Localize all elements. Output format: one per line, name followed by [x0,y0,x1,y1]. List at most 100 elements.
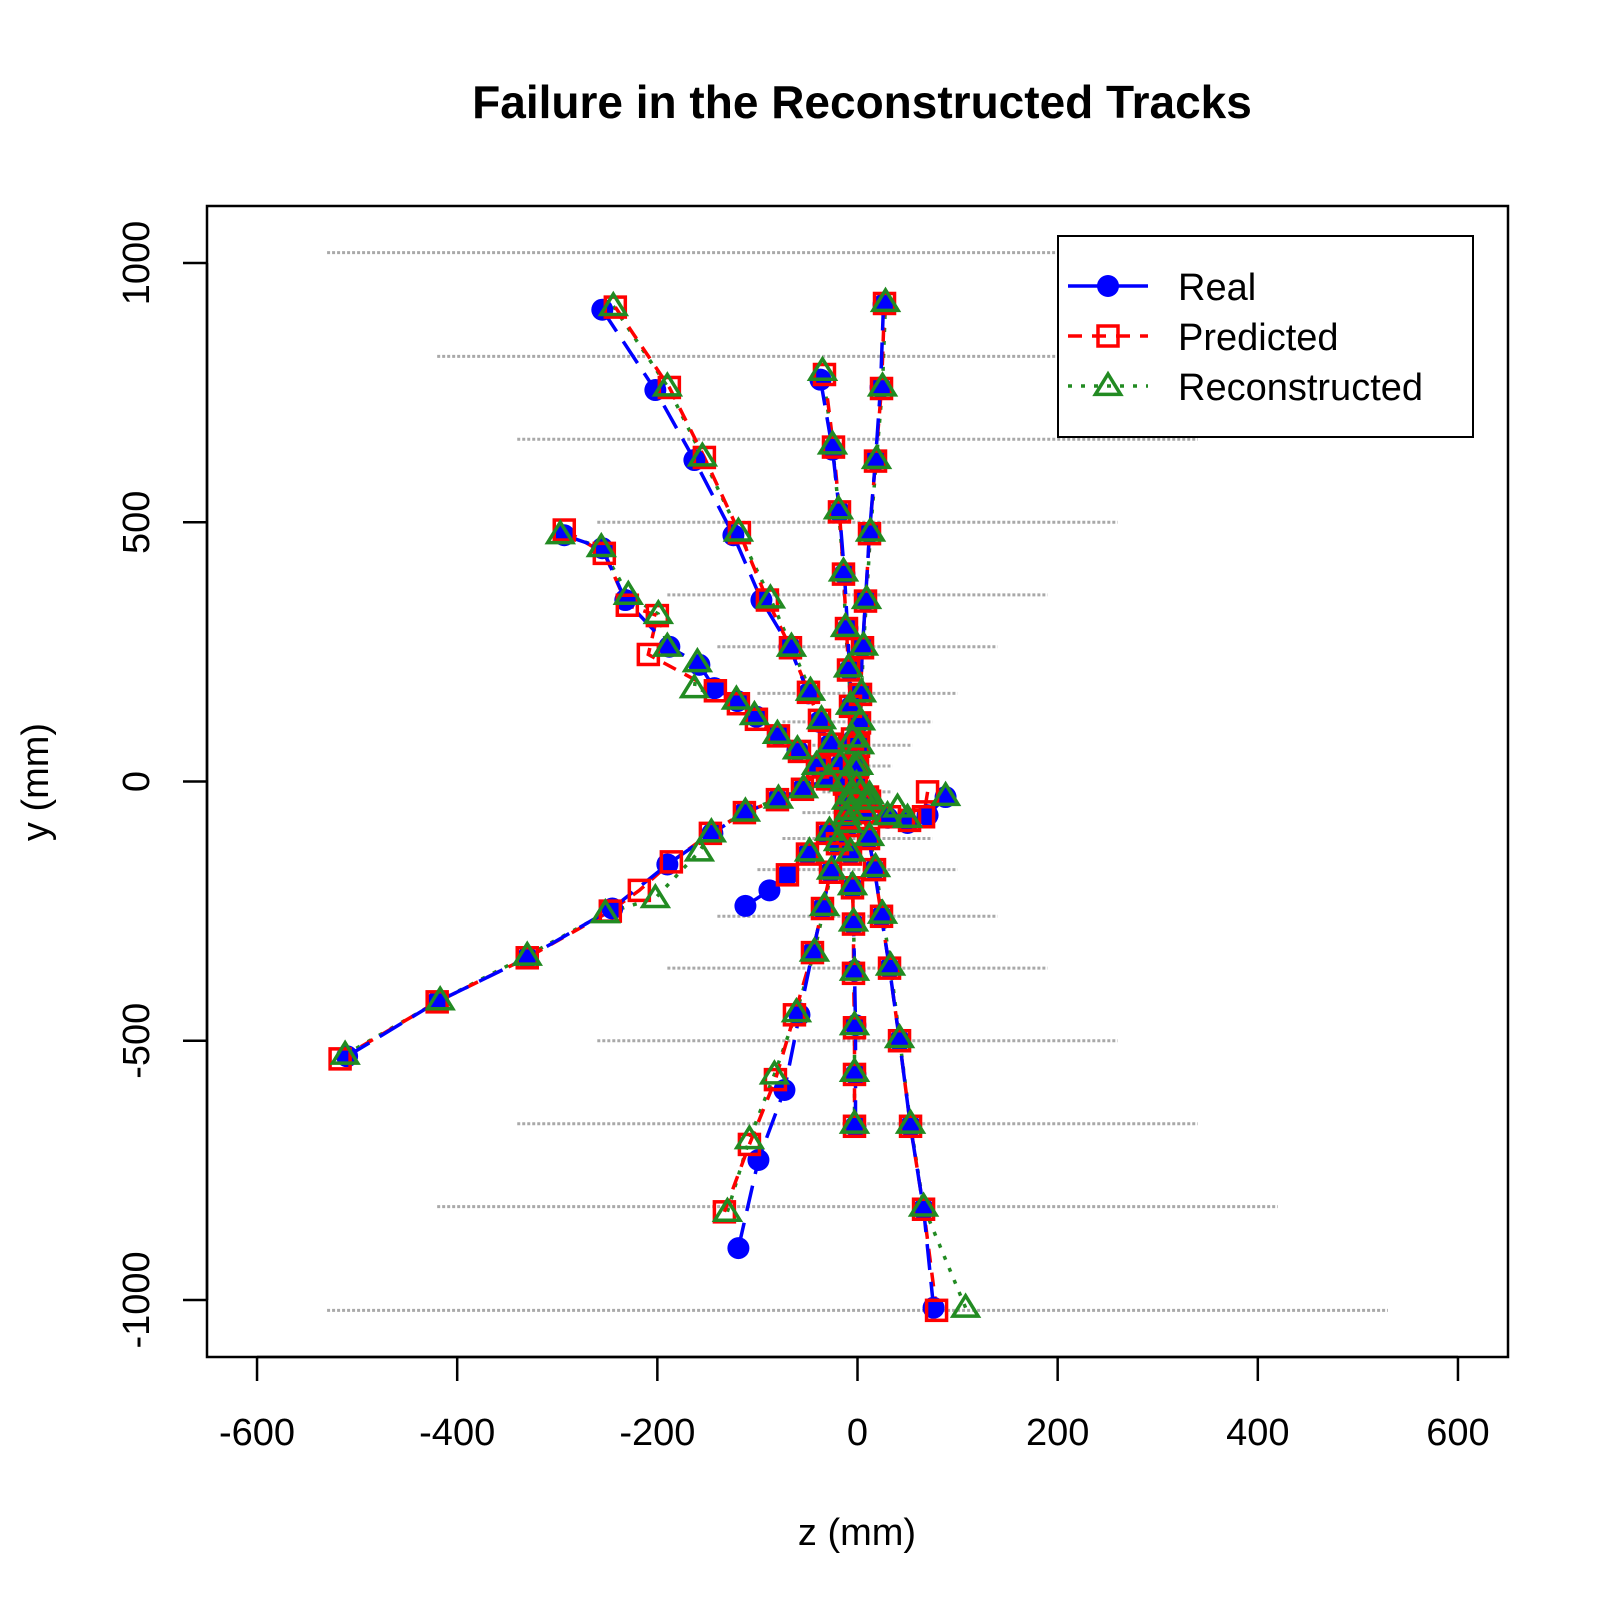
reconstructed-point [775,631,808,657]
predicted-point [924,1298,949,1323]
reconstructed-point [642,598,675,625]
legend-label: Real [1178,267,1256,309]
tracks [328,286,982,1323]
real-track-line [346,777,829,1058]
reconstructed-point [824,748,857,774]
reconstructed-point [853,784,886,810]
reconstructed-point [651,631,684,657]
reconstructed-point [834,689,867,715]
reconstructed-point [800,749,833,776]
reconstructed-point [838,955,871,981]
plot-area [328,286,982,1323]
reconstructed-point [860,443,893,470]
reconstructed-point [866,898,899,924]
reconstructed-point [1092,370,1124,397]
y-tick-label: -500 [116,1003,158,1079]
real-point [776,863,799,886]
reconstructed-point [681,646,714,673]
reconstructed-point [722,516,755,542]
reconstructed-point [761,718,794,744]
reconstructed-point [815,727,848,753]
real-track-line [818,379,860,787]
reconstructed-point [853,820,886,847]
reconstructed-point [686,441,719,467]
reconstructed-point [874,950,907,976]
x-tick-label: 400 [1226,1412,1289,1454]
y-tick-label: 0 [116,771,158,792]
reconstructed-point [729,796,762,822]
x-axis: -600 -400 -200 0 200 400 600 [219,1355,1490,1454]
predicted-track-line [857,794,939,1311]
x-tick-label: 600 [1426,1412,1489,1454]
reconstructed-point [597,290,630,317]
x-tick-label: -200 [619,1412,695,1454]
reconstructed-point [859,851,892,878]
reconstructed-point [845,676,878,703]
reconstructed-point [813,815,846,841]
reconstructed-point [929,780,962,807]
real-point [758,879,781,902]
reconstructed-point [585,531,618,558]
x-tick-label: 200 [1026,1412,1089,1454]
reconstructed-point [844,704,877,731]
predicted-point [615,593,640,617]
reconstructed-point [949,1292,982,1318]
reconstructed-point [808,890,841,917]
legend-label: Predicted [1178,317,1339,359]
reconstructed-point [798,936,831,962]
predicted-point [775,863,800,887]
reconstructed-point [869,286,902,313]
y-axis: -1000 -500 0 500 1000 [116,221,209,1349]
reconstructed-point [781,734,814,760]
reconstructed-point [758,1059,791,1085]
reconstructed-point [711,1196,744,1222]
y-tick-label: 1000 [116,221,158,306]
reconstructed-point [733,1123,766,1150]
reconstructed-point [854,516,887,542]
reconstructed-point [544,518,577,545]
predicted-point [1096,324,1120,348]
reconstructed-point [806,355,839,382]
reconstructed-point [842,749,875,776]
reconstructed-point [738,699,771,726]
legend: Real Predicted Reconstructed [1057,235,1474,438]
reconstructed-point [762,783,795,809]
reconstructed-point [787,772,820,799]
real-point [734,894,757,917]
reconstructed-point [830,784,863,810]
reconstructed-point [754,583,787,609]
real-point [703,677,726,700]
reconstructed-point [853,779,886,805]
reconstructed-point [881,792,914,818]
reconstructed-point [822,493,855,520]
reconstructed-point [871,799,904,826]
reconstructed-point [329,1039,361,1065]
predicted-point [915,780,940,804]
reconstructed-point [832,652,865,678]
reconstructed-point [834,836,867,862]
reconstructed-point [838,1009,871,1036]
x-tick-label: -600 [219,1412,295,1454]
reconstructed-point [639,882,672,909]
legend-label: Reconstructed [1178,367,1423,409]
reconstructed-point [805,703,838,730]
x-tick-label: 0 [847,1412,868,1454]
reconstructed-point [695,816,728,843]
reconstructed-point [829,611,862,638]
reconstructed-point [850,583,883,610]
reconstructed-point [812,762,845,789]
reconstructed-point [838,1056,871,1082]
reconstructed-point [612,579,645,606]
x-axis-label: z (mm) [798,1512,916,1554]
reconstructed-point [651,371,684,397]
predicted-point [659,850,684,874]
reconstructed-point [780,996,813,1023]
x-tick-label: -400 [419,1412,495,1454]
real-point [727,1237,750,1260]
reconstructed-point [836,869,869,896]
reconstructed-point [793,836,826,862]
reconstructed-point [720,684,753,710]
reconstructed-point [815,854,848,880]
real-point [1097,275,1119,297]
reconstructed-point [866,371,899,397]
